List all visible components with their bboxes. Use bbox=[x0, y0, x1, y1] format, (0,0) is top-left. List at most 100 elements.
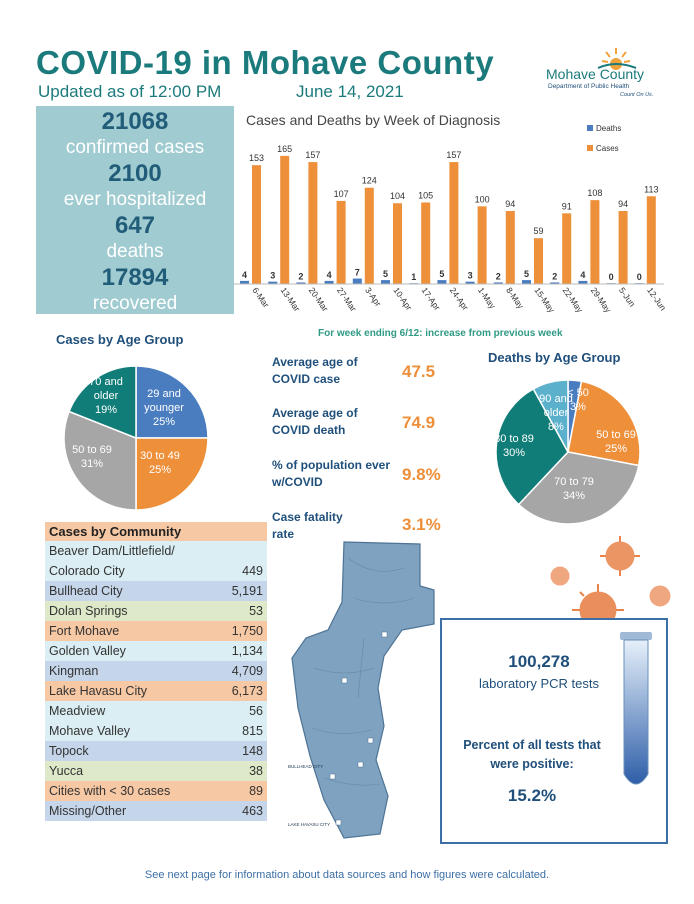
legend-deaths: Deaths bbox=[596, 124, 621, 133]
community-cases: 1,134 bbox=[231, 644, 263, 658]
label-deaths: 2 bbox=[552, 271, 557, 281]
pie-pct: 19% bbox=[95, 404, 117, 416]
bar-deaths bbox=[437, 280, 447, 284]
pie-label: 29 and bbox=[147, 388, 181, 400]
label-deaths: 5 bbox=[439, 269, 444, 279]
logo-tagline: Count On Us. bbox=[620, 92, 653, 98]
stat-label-avg-age-death: Average age of COVID death bbox=[272, 406, 358, 437]
bar-cases bbox=[280, 155, 290, 284]
pie-pct: 34% bbox=[563, 490, 585, 502]
confirmed-label: confirmed cases bbox=[65, 137, 205, 158]
pie-slice bbox=[567, 380, 641, 467]
label-cases: 124 bbox=[362, 176, 377, 186]
bar-cases bbox=[562, 213, 572, 284]
community-cases: 53 bbox=[249, 604, 263, 618]
label-deaths: 4 bbox=[327, 270, 332, 280]
table-row: Colorado City 449 bbox=[45, 561, 267, 581]
map-label-havasu: LAKE HAVASU CITY bbox=[288, 822, 330, 827]
label-deaths: 2 bbox=[496, 271, 501, 281]
bar-deaths bbox=[493, 282, 503, 284]
stat-value-avg-age-case: 47.5 bbox=[402, 362, 436, 381]
map-label-bullhead: BULLHEAD CITY bbox=[288, 764, 323, 769]
label-deaths: 5 bbox=[524, 269, 529, 279]
pie-pct: 25% bbox=[153, 416, 175, 428]
bar-cases bbox=[505, 211, 515, 284]
community-name: Lake Havasu City bbox=[49, 684, 147, 698]
bar-deaths bbox=[324, 280, 334, 284]
community-cases: 463 bbox=[242, 804, 263, 818]
pie-pct: 31% bbox=[81, 458, 103, 470]
legend-swatch-deaths bbox=[587, 125, 593, 131]
table-row: Dolan Springs 53 bbox=[45, 601, 267, 621]
stat-label-fatality-rate: Case fatality rate bbox=[272, 510, 343, 541]
bar-deaths bbox=[522, 280, 531, 284]
map-marker bbox=[357, 761, 364, 768]
bar-deaths bbox=[578, 280, 588, 284]
x-tick-label: 15-May bbox=[532, 285, 557, 315]
table-row: Beaver Dam/Littlefield/ bbox=[45, 541, 267, 561]
x-tick-label: 10-Apr bbox=[391, 285, 414, 312]
community-table-header: Cases by Community bbox=[45, 522, 267, 541]
pie-label: 50 to 69 bbox=[72, 444, 112, 456]
community-cases: 89 bbox=[249, 784, 263, 798]
bar-deaths bbox=[240, 280, 249, 284]
county-map: BULLHEAD CITY LAKE HAVASU CITY bbox=[288, 541, 435, 839]
community-cases bbox=[217, 541, 267, 561]
sun-icon bbox=[597, 48, 637, 70]
x-tick-label: 6-Mar bbox=[250, 285, 271, 309]
community-cases: 4,709 bbox=[231, 664, 263, 678]
pie-slice bbox=[135, 437, 209, 511]
community-table: Cases by Community Beaver Dam/Littlefiel… bbox=[45, 522, 267, 821]
x-tick-label: 5-Jun bbox=[617, 285, 638, 308]
map-marker bbox=[329, 773, 336, 780]
mohave-county-logo: Mohave County Department of Public Healt… bbox=[546, 48, 653, 98]
pie-label: 90 and bbox=[539, 393, 573, 405]
recovered-label: recovered bbox=[92, 293, 178, 314]
community-cases: 148 bbox=[242, 744, 263, 758]
pcr-test-count: 100,278 bbox=[508, 652, 570, 671]
table-row: Cities with < 30 cases 89 bbox=[45, 781, 267, 801]
table-row: Topock 148 bbox=[45, 741, 267, 761]
community-name: Fort Mohave bbox=[49, 624, 120, 638]
label-deaths: 5 bbox=[383, 269, 388, 279]
legend-swatch-cases bbox=[587, 145, 593, 151]
hospitalized-label: ever hospitalized bbox=[63, 189, 207, 210]
community-cases: 38 bbox=[249, 764, 263, 778]
community-name: Colorado City bbox=[49, 564, 125, 578]
bar-cases bbox=[308, 162, 318, 284]
label-cases: 100 bbox=[475, 194, 490, 204]
stat-value-fatality-rate: 3.1% bbox=[402, 515, 441, 534]
pie-slice bbox=[495, 387, 569, 506]
recovered-count: 17894 bbox=[101, 264, 169, 291]
map-marker bbox=[381, 631, 388, 638]
x-tick-label: 17-Apr bbox=[420, 285, 443, 312]
x-tick-label: 29-May bbox=[589, 285, 614, 315]
community-cases: 56 bbox=[249, 704, 263, 718]
pie-slice bbox=[517, 451, 640, 525]
deaths-count: 647 bbox=[114, 212, 156, 239]
community-cases: 815 bbox=[242, 724, 263, 738]
pie-slice bbox=[68, 365, 137, 440]
label-cases: 105 bbox=[418, 190, 433, 200]
table-row: Meadview 56 bbox=[45, 701, 267, 721]
x-tick-label: 24-Apr bbox=[448, 285, 471, 312]
pie-label: 80 to 89 bbox=[494, 433, 534, 445]
map-marker bbox=[341, 677, 348, 684]
pie-slice bbox=[63, 410, 137, 511]
footer-note: See next page for information about data… bbox=[144, 869, 550, 881]
bar-cases bbox=[336, 200, 346, 284]
table-row: Kingman 4,709 bbox=[45, 661, 267, 681]
label-cases: 59 bbox=[533, 226, 543, 236]
x-tick-label: 1-May bbox=[476, 285, 498, 311]
bar-deaths bbox=[381, 280, 390, 284]
community-cases: 449 bbox=[242, 564, 263, 578]
positive-rate-label: Percent of all tests that were positive: bbox=[463, 738, 601, 771]
x-tick-label: 22-May bbox=[561, 285, 586, 315]
community-cases: 1,750 bbox=[231, 624, 263, 638]
table-row: Yucca 38 bbox=[45, 761, 267, 781]
bar-cases bbox=[477, 206, 487, 284]
logo-dept: Department of Public Health bbox=[548, 83, 630, 90]
label-cases: 157 bbox=[446, 150, 461, 160]
x-tick-label: 12-Jun bbox=[645, 285, 668, 312]
label-deaths: 0 bbox=[637, 272, 642, 282]
